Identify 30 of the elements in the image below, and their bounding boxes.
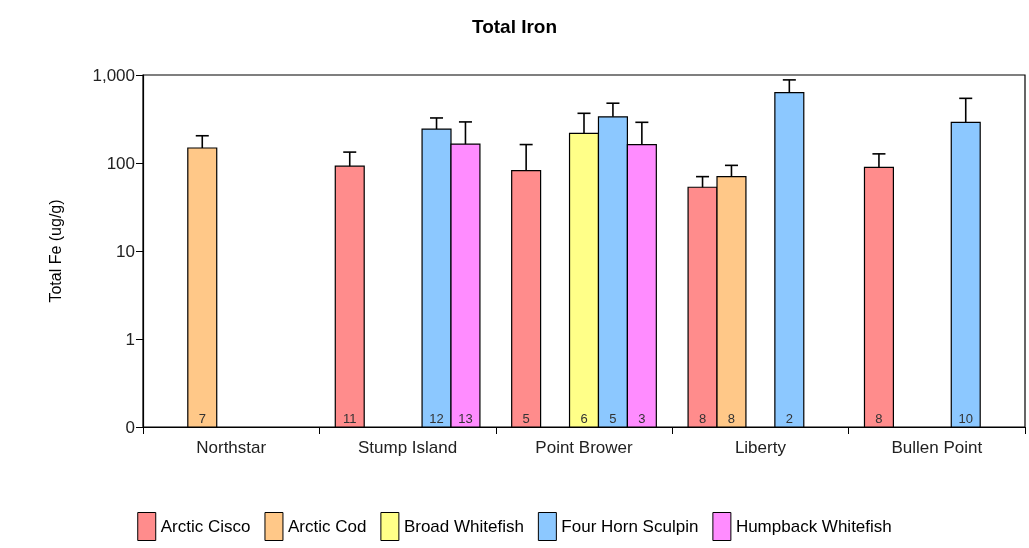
legend-label: Arctic Cisco [160, 517, 251, 536]
annotation: 11 [342, 411, 357, 426]
legend-label: Four Horn Sculpin [561, 517, 699, 536]
annotation: 3 [638, 411, 646, 426]
y-tick-label: 1,000 [92, 65, 135, 85]
y-tick-label: 0 [125, 417, 135, 437]
annotation: 8 [698, 411, 707, 426]
y-tick-label: 100 [106, 153, 135, 173]
x-tick-label: Bullen Point [891, 438, 983, 457]
annotation: 7 [198, 411, 206, 426]
y-tick-label: 1 [125, 329, 135, 349]
legend-label: Humpback Whitefish [735, 517, 892, 536]
annotation: 5 [609, 411, 617, 426]
legend-label: Broad Whitefish [403, 517, 524, 536]
x-tick-label: Northstar [196, 438, 267, 457]
annotation: 12 [429, 411, 444, 426]
annotation: 10 [958, 411, 973, 426]
y-tick-label: 10 [116, 241, 135, 261]
annotation: 8 [727, 411, 736, 426]
chart-title: Total Iron [471, 16, 558, 37]
annotation: 6 [580, 411, 588, 426]
x-tick-label: Point Brower [535, 438, 633, 457]
annotation: 2 [785, 411, 793, 426]
annotation: 5 [522, 411, 530, 426]
x-tick-label: Liberty [734, 438, 787, 457]
annotation: 8 [875, 411, 883, 426]
y-axis-title: Total Fe (ug/g) [46, 199, 64, 303]
annotation: 13 [458, 411, 473, 426]
x-tick-label: Stump Island [357, 438, 458, 457]
legend-label: Arctic Cod [287, 517, 367, 536]
